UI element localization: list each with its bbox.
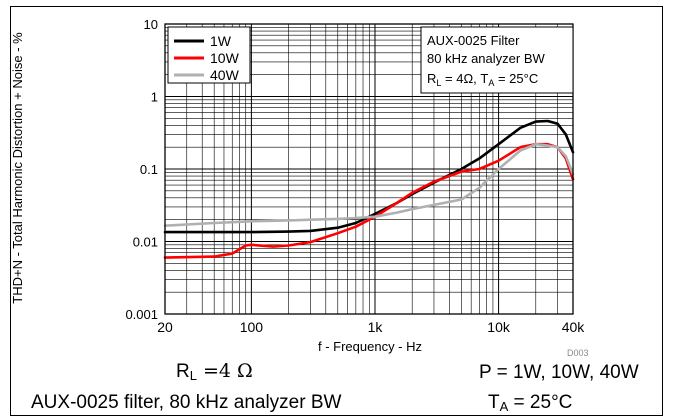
annotation-box <box>420 26 574 94</box>
caption-aux: AUX-0025 filter, 80 kHz analyzer BW <box>31 392 342 413</box>
caption-rl: RL =4 Ω <box>176 360 253 383</box>
legend-label-40w: 40W <box>210 67 240 83</box>
annotation-line-1: AUX-0025 Filter <box>427 33 520 48</box>
y-axis-label: THD+N - Total Harmonic Distortion + Nois… <box>10 32 25 304</box>
series-line-40w <box>163 142 575 227</box>
y-tick-label: 1 <box>151 90 158 105</box>
x-tick-label: 10k <box>487 319 511 335</box>
code-label: D003 <box>567 348 589 358</box>
tick-labels: 20 100 1k 10k 40k 0.001 0.01 0.1 1 10 <box>125 17 585 335</box>
legend-label-1w: 1W <box>210 33 232 49</box>
annotation-line-2: 80 kHz analyzer BW <box>427 51 545 66</box>
figure-frame <box>10 6 663 416</box>
annotation-line-3: RL = 4Ω, TA = 25°C <box>427 71 538 88</box>
x-tick-label: 40k <box>562 319 586 335</box>
series-line-1w <box>163 119 575 234</box>
caption-power: P = 1W, 10W, 40W <box>479 362 639 383</box>
plot-border <box>164 23 574 315</box>
legend: 1W 10W 40W <box>167 26 251 84</box>
series-line-10w <box>163 142 575 259</box>
x-tick-label: 20 <box>157 319 173 335</box>
legend-label-10w: 10W <box>210 50 240 66</box>
y-tick-label: 0.1 <box>140 162 158 177</box>
annotation: AUX-0025 Filter 80 kHz analyzer BW RL = … <box>420 26 574 94</box>
y-tick-label: 0.001 <box>125 307 158 322</box>
y-tick-label: 0.01 <box>133 235 158 250</box>
caption-ta: TA = 25°C <box>488 392 573 414</box>
series-lines <box>163 119 575 259</box>
x-tick-label: 100 <box>240 319 264 335</box>
x-axis-label: f - Frequency - Hz <box>318 339 422 354</box>
x-tick-label: 1k <box>368 319 384 335</box>
y-tick-label: 10 <box>144 17 158 32</box>
